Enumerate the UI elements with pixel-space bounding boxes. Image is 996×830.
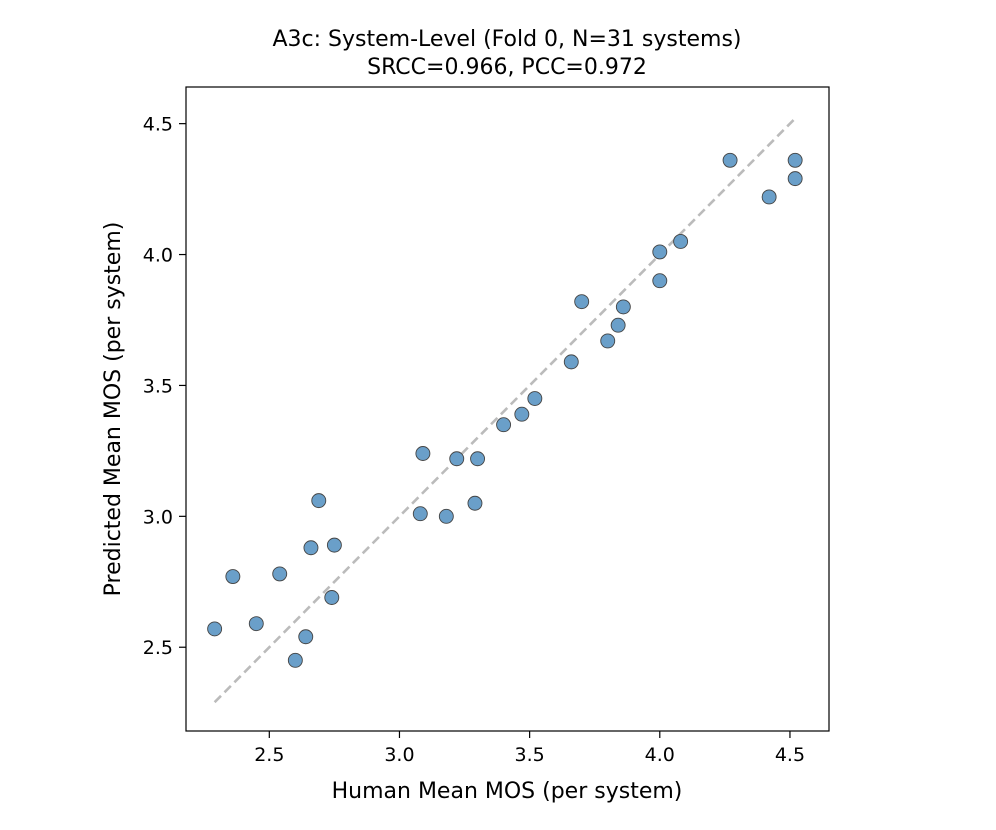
x-tick-label: 2.5 — [254, 744, 284, 766]
reference-line — [213, 117, 797, 704]
plot-frame — [185, 86, 830, 732]
y-tick-label: 3.0 — [143, 506, 173, 528]
data-point — [610, 317, 626, 333]
data-point — [574, 294, 590, 310]
plot-area — [207, 117, 803, 704]
y-tick-label: 4.0 — [143, 245, 173, 267]
data-point — [787, 152, 803, 168]
data-point — [467, 495, 483, 511]
data-point — [438, 508, 454, 524]
data-point — [248, 616, 264, 632]
x-tick-label: 4.5 — [775, 744, 805, 766]
data-point — [207, 621, 223, 637]
data-point — [563, 354, 579, 370]
x-axis-label: Human Mean MOS (per system) — [332, 779, 683, 804]
data-point — [652, 273, 668, 289]
data-point — [272, 566, 288, 582]
data-point — [326, 537, 342, 553]
data-point — [673, 234, 689, 249]
x-tick-label: 4.0 — [645, 744, 675, 766]
data-point — [615, 299, 631, 315]
data-point — [761, 189, 777, 205]
data-point — [787, 171, 803, 187]
data-point — [303, 540, 319, 556]
chart-subtitle: SRCC=0.966, PCC=0.972 — [367, 55, 647, 80]
data-point — [722, 152, 738, 168]
data-point — [496, 417, 512, 433]
y-tick-label: 4.5 — [143, 114, 173, 136]
data-point — [412, 506, 428, 522]
data-point — [324, 590, 340, 605]
data-point — [600, 333, 616, 349]
y-tick-label: 2.5 — [143, 637, 173, 659]
data-point — [652, 244, 668, 260]
y-axis-label: Predicted Mean MOS (per system) — [101, 222, 126, 597]
x-tick-label: 3.0 — [384, 744, 414, 766]
y-tick-label: 3.5 — [143, 375, 173, 397]
data-point — [449, 451, 465, 467]
data-point — [514, 406, 530, 422]
data-point — [311, 493, 327, 509]
data-point — [470, 451, 486, 467]
data-point — [527, 391, 543, 406]
data-point — [415, 446, 431, 461]
data-point — [287, 652, 303, 668]
data-point — [298, 629, 314, 645]
data-point — [225, 569, 241, 584]
x-tick-label: 3.5 — [515, 744, 545, 766]
chart-title: A3c: System-Level (Fold 0, N=31 systems) — [272, 27, 741, 52]
